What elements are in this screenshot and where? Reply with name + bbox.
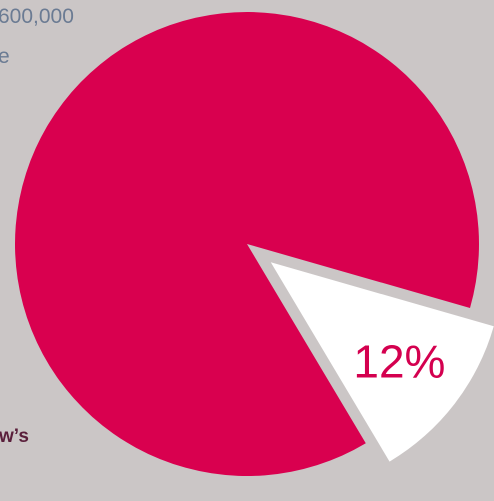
pie-slice-highlight [270,262,494,462]
partial-text-bottom: w’s [0,426,29,447]
partial-text-top-1: 600,000 [0,5,74,28]
pie-slice-label: 12% [353,335,445,387]
partial-text-top-2: e [0,45,10,68]
pie-slice-main [14,12,479,477]
